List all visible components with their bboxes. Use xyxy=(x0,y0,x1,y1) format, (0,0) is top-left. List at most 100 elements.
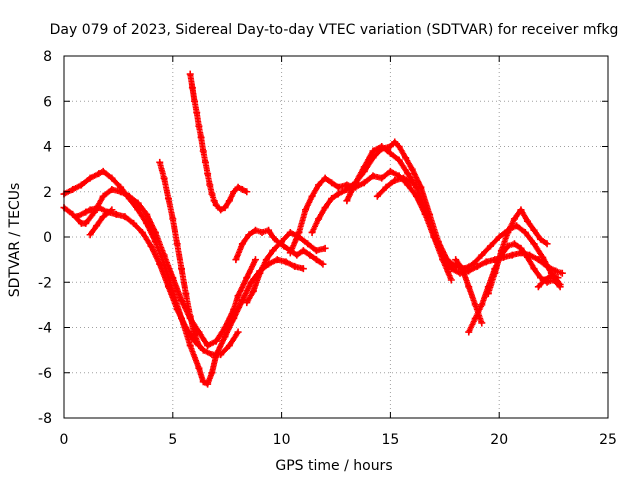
data-series-6 xyxy=(186,70,251,214)
data-point xyxy=(173,240,181,248)
data-point xyxy=(486,242,494,250)
data-point xyxy=(523,253,531,261)
data-point xyxy=(556,283,564,291)
data-point xyxy=(217,351,225,359)
data-point xyxy=(278,238,286,246)
data-point xyxy=(269,247,277,255)
data-point xyxy=(169,215,177,223)
data-point xyxy=(315,215,323,223)
data-point xyxy=(269,233,277,241)
data-point xyxy=(334,190,342,198)
data-point xyxy=(143,210,151,218)
data-series-17 xyxy=(534,271,562,291)
y-tick-label: -8 xyxy=(38,411,52,427)
data-point xyxy=(299,247,307,255)
data-point xyxy=(473,262,481,270)
data-point xyxy=(478,319,486,327)
data-point xyxy=(497,247,505,255)
data-point xyxy=(391,138,399,146)
data-point xyxy=(108,185,116,193)
data-point xyxy=(86,231,94,239)
data-point xyxy=(408,179,416,187)
data-point xyxy=(315,181,323,189)
data-point xyxy=(243,274,251,282)
data-point xyxy=(543,240,551,248)
data-point xyxy=(208,369,216,377)
data-point xyxy=(402,154,410,162)
data-point xyxy=(369,172,377,180)
data-point xyxy=(210,197,218,205)
series-trace xyxy=(343,143,454,282)
y-tick-label: -2 xyxy=(38,275,52,291)
data-point xyxy=(199,147,207,155)
data-point xyxy=(404,170,412,178)
data-point xyxy=(188,84,196,92)
data-point xyxy=(178,296,186,304)
y-tick-label: 2 xyxy=(43,185,52,201)
data-point xyxy=(430,233,438,241)
data-point xyxy=(256,269,264,277)
data-point xyxy=(452,256,460,264)
data-point xyxy=(360,163,368,171)
data-point xyxy=(517,244,525,252)
data-point xyxy=(178,265,186,273)
data-point xyxy=(382,183,390,191)
data-point xyxy=(273,256,281,264)
x-axis-label: GPS time / hours xyxy=(275,458,392,474)
data-point xyxy=(478,251,486,259)
data-point xyxy=(108,206,116,214)
data-point xyxy=(225,342,233,350)
data-point xyxy=(541,276,549,284)
data-point xyxy=(208,351,216,359)
data-point xyxy=(539,253,547,261)
data-point xyxy=(169,274,177,282)
data-series-4 xyxy=(86,206,116,239)
data-point xyxy=(160,251,168,259)
x-tick-label: 10 xyxy=(273,432,291,448)
data-point xyxy=(265,226,273,234)
data-point xyxy=(547,271,555,279)
data-point xyxy=(193,109,201,117)
data-point xyxy=(186,70,194,78)
data-point xyxy=(386,167,394,175)
data-point xyxy=(286,249,294,257)
data-point xyxy=(295,228,303,236)
data-point xyxy=(143,219,151,227)
data-point xyxy=(321,204,329,212)
data-point xyxy=(471,301,479,309)
data-point xyxy=(534,256,542,264)
data-point xyxy=(195,122,203,130)
data-point xyxy=(421,206,429,214)
data-point xyxy=(391,176,399,184)
data-point xyxy=(554,274,562,282)
data-point xyxy=(195,328,203,336)
y-tick-label: -4 xyxy=(38,321,52,337)
data-point xyxy=(117,188,125,196)
data-point xyxy=(204,170,212,178)
data-point xyxy=(186,342,194,350)
data-point xyxy=(484,290,492,298)
data-point xyxy=(191,97,199,105)
data-series-8 xyxy=(243,247,277,307)
data-point xyxy=(238,240,246,248)
data-point xyxy=(280,242,288,250)
y-tick-label: 6 xyxy=(43,94,52,110)
data-point xyxy=(199,378,207,386)
data-point xyxy=(537,274,545,282)
x-tick-label: 5 xyxy=(168,432,177,448)
data-point xyxy=(99,167,107,175)
data-point xyxy=(186,312,194,320)
data-point xyxy=(164,283,172,291)
data-point xyxy=(328,195,336,203)
data-point xyxy=(552,267,560,275)
data-point xyxy=(395,143,403,150)
data-series-3 xyxy=(73,204,242,359)
x-tick-label: 0 xyxy=(60,432,69,448)
data-point xyxy=(534,283,542,291)
data-point xyxy=(173,305,181,313)
data-point xyxy=(439,256,447,264)
data-point xyxy=(328,179,336,187)
y-tick-label: 0 xyxy=(43,230,52,246)
data-point xyxy=(378,174,386,182)
data-point xyxy=(221,333,229,341)
